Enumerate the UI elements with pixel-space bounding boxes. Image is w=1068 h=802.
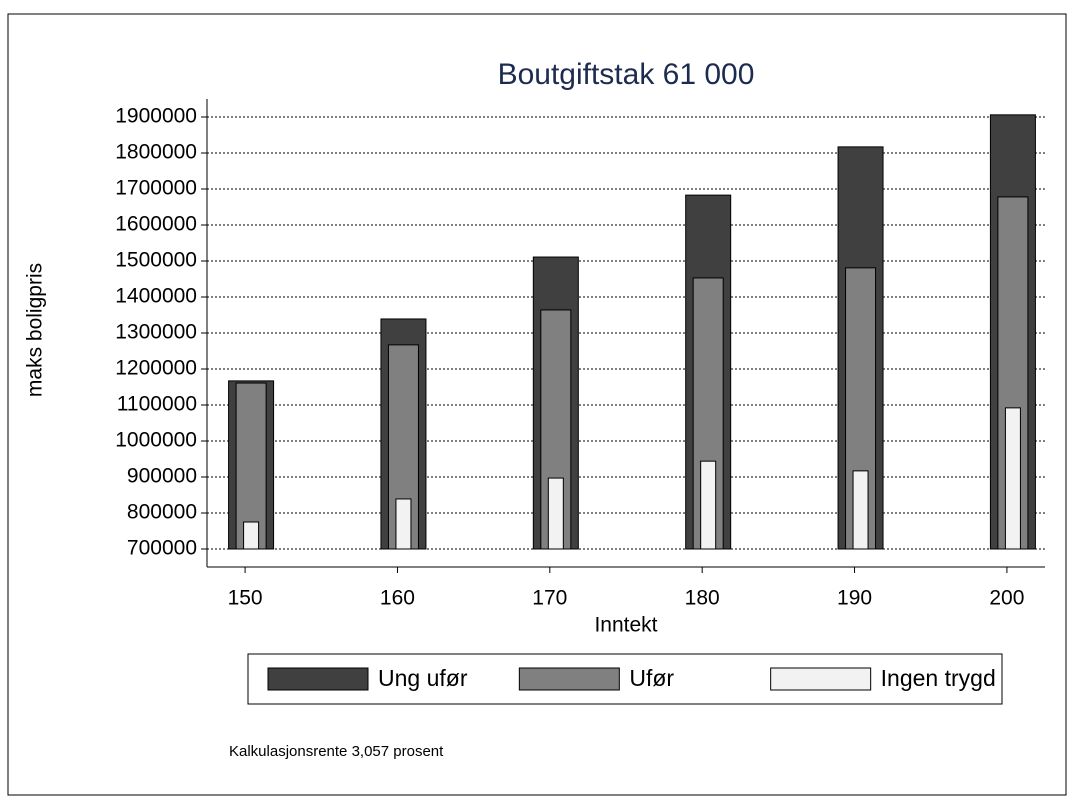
x-tick-label: 190 xyxy=(837,587,872,610)
y-tick-label: 1300000 xyxy=(115,321,197,344)
y-tick-label: 1100000 xyxy=(117,393,197,416)
bar xyxy=(547,477,564,550)
y-tick-label: 1000000 xyxy=(115,429,197,452)
note: Kalkulasjonsrente 3,057 prosent xyxy=(229,743,444,760)
y-tick-label: 1600000 xyxy=(115,213,197,236)
y-tick-label: 1800000 xyxy=(115,141,197,164)
legend-swatch xyxy=(770,667,872,691)
bar xyxy=(845,267,877,550)
x-axis-title: Inntekt xyxy=(594,614,657,637)
bar xyxy=(852,470,869,550)
y-tick-label: 800000 xyxy=(127,501,197,524)
legend-box xyxy=(247,653,1003,705)
y-tick-label: 1400000 xyxy=(115,285,197,308)
bar xyxy=(243,521,260,550)
bar xyxy=(395,498,412,550)
x-tick-label: 150 xyxy=(228,587,263,610)
bar xyxy=(1004,407,1021,550)
legend-label: Ingen trygd xyxy=(881,665,996,691)
legend-swatch xyxy=(267,667,369,691)
y-tick-label: 700000 xyxy=(127,537,197,560)
legend-swatch xyxy=(518,667,620,691)
legend-label: Ung ufør xyxy=(378,665,468,691)
chart-title: Boutgiftstak 61 000 xyxy=(498,58,755,91)
y-tick-label: 900000 xyxy=(127,465,197,488)
y-tick-label: 1900000 xyxy=(115,105,197,128)
y-tick-label: 1700000 xyxy=(115,177,197,200)
bar xyxy=(235,382,267,550)
x-tick-label: 180 xyxy=(685,587,720,610)
y-tick-label: 1200000 xyxy=(115,357,197,380)
y-tick-label: 1500000 xyxy=(115,249,197,272)
legend-label: Ufør xyxy=(629,665,674,691)
x-tick-label: 200 xyxy=(989,587,1024,610)
x-tick-label: 160 xyxy=(380,587,415,610)
bar xyxy=(700,460,717,550)
x-tick-label: 170 xyxy=(532,587,567,610)
y-axis-title: maks boligpris xyxy=(24,263,47,397)
